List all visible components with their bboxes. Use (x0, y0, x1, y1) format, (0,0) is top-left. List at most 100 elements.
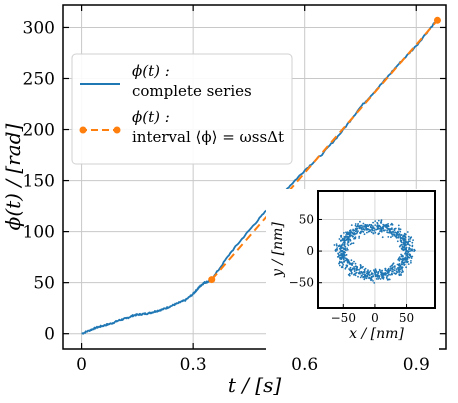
inset-point (373, 228, 376, 230)
inset-point (346, 235, 349, 238)
series-interval-marker (433, 16, 441, 24)
inset-point (341, 266, 344, 269)
y-tick-label: 150 (23, 172, 55, 192)
inset-point (378, 268, 381, 271)
inset-point (381, 270, 383, 272)
inset-point (399, 258, 402, 260)
inset-point (364, 223, 367, 226)
main-ticks: 0 0.3 0.6 0.9 0 50 100 150 200 250 300 (23, 5, 446, 375)
inset-point (344, 247, 346, 250)
inset-point (347, 240, 350, 243)
inset-point (386, 277, 388, 279)
inset-point (383, 225, 385, 228)
inset-point (357, 230, 359, 233)
y-tick-label: 50 (33, 274, 55, 294)
inset-point (363, 268, 366, 271)
inset-point (374, 220, 377, 223)
inset-point (397, 231, 399, 233)
inset-point (400, 266, 403, 269)
inset-point (365, 272, 368, 275)
inset-point (406, 250, 409, 252)
inset-point (391, 223, 394, 226)
inset-point (406, 256, 409, 259)
inset-point (374, 224, 377, 227)
inset-point (386, 271, 389, 273)
inset-point (336, 247, 339, 249)
inset-point (369, 270, 372, 272)
inset-point (364, 277, 366, 279)
inset-point (355, 229, 358, 231)
inset-point (387, 274, 389, 277)
inset-point (345, 254, 348, 256)
inset-point (379, 225, 382, 228)
inset-point (346, 258, 349, 261)
inset-point (399, 230, 402, 233)
inset-point (354, 262, 357, 265)
inset-point (365, 227, 367, 230)
inset-point (363, 225, 365, 228)
inset-point (355, 271, 358, 274)
inset-point (337, 245, 340, 248)
legend-box (71, 53, 293, 165)
inset-point (340, 250, 342, 253)
inset-point (349, 234, 352, 237)
inset-point (407, 235, 410, 238)
inset-point (342, 255, 345, 257)
inset-point (397, 267, 399, 269)
inset-y-tick-label: 0 (306, 244, 314, 258)
inset-point (407, 263, 410, 265)
inset-point (362, 227, 365, 230)
inset-point (372, 225, 374, 228)
inset-point (353, 270, 356, 273)
inset-point (411, 245, 414, 248)
inset-point (387, 236, 390, 238)
inset-point (372, 229, 374, 232)
inset-point (359, 267, 362, 270)
inset-point (348, 261, 350, 263)
inset-point (367, 269, 369, 272)
inset-point (371, 272, 374, 275)
inset-point (338, 238, 341, 240)
inset-y-axis-label: y / [nm] (270, 222, 286, 278)
inset-point (381, 277, 384, 279)
inset-point (395, 268, 398, 270)
inset-point (401, 245, 404, 248)
inset-point (351, 235, 354, 238)
inset-point (340, 253, 343, 256)
inset-x-tick-label: 0 (371, 311, 379, 325)
inset-point (391, 268, 394, 271)
inset-point (386, 227, 389, 230)
inset-point (367, 230, 370, 233)
inset-point (404, 235, 406, 238)
inset-point (368, 274, 371, 277)
inset-point (362, 222, 365, 225)
inset-point (403, 246, 406, 249)
inset-point (397, 236, 400, 238)
x-axis-label: t / [s] (228, 373, 282, 397)
inset-point (376, 221, 379, 224)
inset-point (396, 263, 399, 266)
inset-point (391, 231, 393, 234)
inset-point (362, 228, 365, 231)
inset-point (398, 266, 401, 269)
inset-point (387, 223, 389, 225)
inset-point (361, 275, 363, 277)
inset-point (372, 275, 375, 278)
inset-point (380, 222, 383, 224)
inset-point (377, 219, 380, 222)
inset-point (382, 223, 385, 226)
inset-point (392, 262, 395, 265)
inset-point (355, 268, 357, 270)
inset-point (410, 261, 412, 264)
inset-point (348, 272, 351, 275)
inset-point (370, 278, 373, 281)
inset-point (346, 248, 349, 251)
inset-point (386, 278, 389, 281)
inset-point (396, 240, 399, 243)
y-tick-label: 300 (23, 18, 55, 38)
inset-point (341, 250, 344, 252)
inset-point (349, 266, 352, 269)
inset-point (387, 267, 390, 270)
inset-point (406, 231, 409, 233)
inset-point (393, 272, 396, 274)
